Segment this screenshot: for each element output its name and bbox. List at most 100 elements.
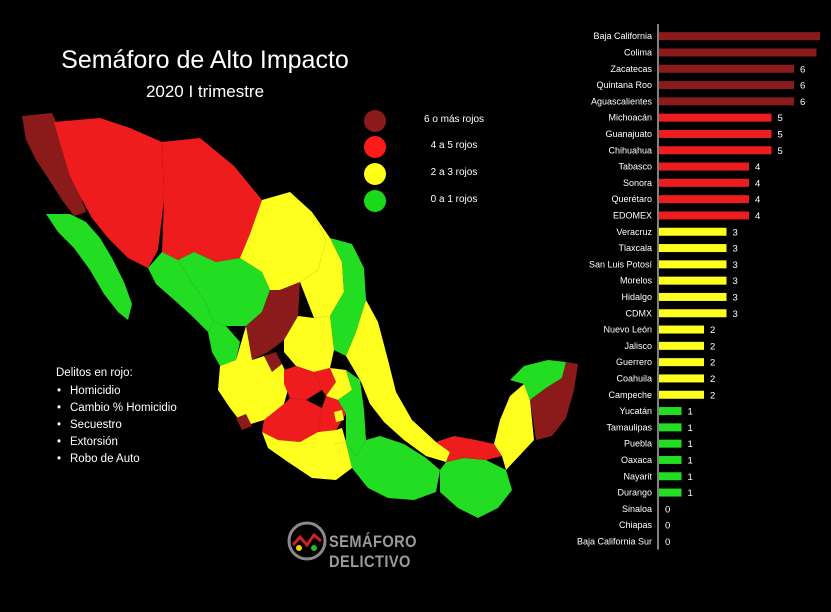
bar-category-label: Hidalgo	[621, 292, 652, 302]
chart-title: Semáforo de Alto Impacto	[61, 46, 349, 74]
bar	[659, 358, 704, 367]
state-edomex	[318, 396, 346, 432]
bar	[659, 309, 727, 318]
legend-swatch	[364, 110, 386, 132]
bar	[659, 292, 727, 301]
bar-value-label: 0	[665, 504, 670, 515]
crime-item: Homicidio	[57, 383, 177, 400]
bar	[659, 455, 682, 464]
state-baja-california-sur	[46, 214, 132, 320]
bar	[659, 162, 749, 171]
bar-category-label: Campeche	[608, 390, 652, 400]
bar-category-label: Tabasco	[618, 162, 652, 172]
bar	[659, 211, 749, 220]
state-guanajuato	[284, 366, 322, 400]
bar-value-label: 2	[710, 341, 715, 352]
state-sonora	[54, 118, 164, 268]
bar-value-label: 6	[800, 97, 805, 108]
state-tabasco	[436, 436, 502, 462]
bar-category-label: Nayarit	[623, 471, 652, 481]
bar-category-label: Baja California Sur	[577, 536, 652, 546]
bar-value-label: 4	[755, 162, 760, 173]
bar-value-label: 1	[688, 455, 693, 466]
bar-value-label: 3	[733, 244, 738, 255]
bar-category-label: Chihuahua	[608, 145, 652, 155]
state-puebla	[338, 370, 366, 456]
legend-label: 4 a 5 rojos	[430, 140, 478, 151]
bar	[659, 472, 682, 481]
chart-subtitle: 2020 I trimestre	[145, 82, 265, 101]
bar-value-label: 2	[710, 325, 715, 336]
bar-value-label: 1	[688, 439, 693, 450]
crimes-list: Delitos en rojo: Homicidio Cambio % Homi…	[56, 367, 177, 468]
state-sinaloa	[148, 252, 214, 332]
bar	[659, 146, 772, 155]
state-nuevo-leon	[300, 212, 344, 318]
state-tamaulipas	[330, 238, 366, 356]
bar-value-label: 5	[778, 129, 783, 140]
state-guerrero	[262, 430, 352, 480]
bar-category-label: Zacatecas	[610, 64, 652, 74]
bar-value-label: 5	[778, 113, 783, 124]
bar-value-label: 1	[688, 488, 693, 499]
state-campeche	[494, 384, 534, 470]
bar-value-label: 1	[688, 407, 693, 418]
bar-value-label: 2	[710, 374, 715, 385]
bar	[659, 97, 794, 106]
bar-value-label: 1	[688, 472, 693, 483]
bar-category-label: San Luis Potosí	[589, 259, 653, 269]
bar-value-label: 6	[800, 81, 805, 92]
bar-value-label: 0	[665, 537, 670, 548]
bar-value-label: 3	[733, 276, 738, 287]
state-baja-california	[22, 113, 86, 216]
bar-category-label: Yucatán	[619, 406, 652, 416]
bar-category-label: Veracruz	[616, 227, 652, 237]
crime-item: Secuestro	[57, 417, 177, 434]
bar-category-label: Coahuila	[616, 373, 652, 383]
bar	[659, 341, 704, 350]
bar	[659, 244, 727, 253]
bar-category-label: Sonora	[623, 178, 652, 188]
bar	[659, 439, 682, 448]
state-nayarit	[208, 322, 240, 366]
bar-value-label: 1	[688, 423, 693, 434]
bar	[659, 407, 682, 416]
bar-category-label: Tamaulipas	[606, 422, 652, 432]
bar-category-label: Puebla	[624, 439, 652, 449]
bar	[659, 227, 727, 236]
bar-value-label: 4	[755, 211, 760, 222]
bar-category-label: Oaxaca	[621, 455, 652, 465]
state-veracruz	[346, 300, 450, 462]
brand-logo: SEMÁFORO DELICTIVO	[287, 521, 517, 571]
crime-item: Robo de Auto	[57, 451, 177, 468]
state-colima	[236, 414, 252, 430]
state-durango	[178, 252, 270, 326]
bar	[659, 113, 772, 122]
bar	[659, 48, 817, 57]
legend-swatch	[364, 190, 386, 212]
state-zacatecas	[246, 282, 300, 360]
legend-item-red: 4 a 5 rojos	[364, 136, 504, 160]
bar-value-label: 4	[755, 178, 760, 189]
bar	[659, 276, 727, 285]
bar-value-label: 3	[733, 309, 738, 320]
bar-value-label: 0	[665, 521, 670, 532]
state-bar-chart: Baja California8Colima7Zacatecas6Quintan…	[577, 24, 820, 550]
bar-category-label: Jalisco	[624, 341, 652, 351]
bar	[659, 390, 704, 399]
state-michoacan	[262, 398, 322, 442]
bar-value-label: 2	[710, 390, 715, 401]
bar-value-label: 6	[800, 64, 805, 75]
state-chihuahua	[162, 138, 262, 262]
legend-label: 0 a 1 rojos	[430, 194, 478, 205]
legend-item-yellow: 2 a 3 rojos	[364, 163, 504, 187]
state-yucatan	[510, 360, 566, 400]
bar-value-label: 3	[733, 260, 738, 271]
bar-category-label: Michoacán	[608, 113, 652, 123]
legend-label: 6 o más rojos	[423, 114, 485, 125]
state-queretaro	[314, 368, 336, 396]
state-cdmx	[334, 410, 344, 422]
bar	[659, 32, 820, 41]
bar	[659, 488, 682, 497]
